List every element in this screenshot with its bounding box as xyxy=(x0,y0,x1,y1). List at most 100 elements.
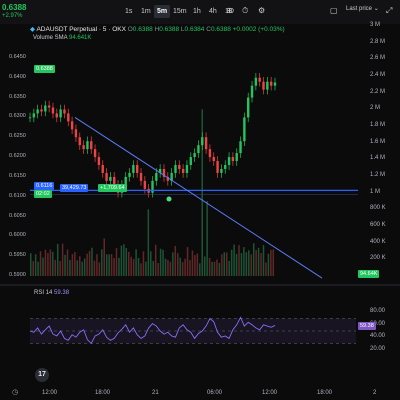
timeframe-1m[interactable]: 1m xyxy=(141,8,151,15)
candle-body xyxy=(109,176,112,181)
close-label: C xyxy=(206,26,211,33)
timeframe-1h[interactable]: 1h xyxy=(193,8,201,15)
volume-bar xyxy=(248,250,250,276)
candle-body xyxy=(193,153,196,158)
symbol-title[interactable]: ADAUSDT Perpetual · 5 · OKX xyxy=(36,26,126,33)
top-toolbar: 0.6388 +2.97% 1s 1m 5m 15m 1h 4h 1D ⊕ ⏱ ⚙ ▢ La… xyxy=(0,0,400,24)
ada-logo-icon: ◆ xyxy=(30,26,35,33)
candle-body xyxy=(67,113,70,122)
close-value: 0.6388 xyxy=(210,26,231,33)
volume-bar xyxy=(255,249,257,276)
price-tick-label: 0.6350 xyxy=(9,93,26,100)
candle-body xyxy=(166,176,170,181)
volume-bar xyxy=(223,252,226,276)
candle-body xyxy=(189,157,192,165)
candle-body xyxy=(170,172,173,181)
timeframe-15m[interactable]: 15m xyxy=(173,8,187,15)
candle-body xyxy=(51,107,55,114)
volume-last-tag: 94.64K xyxy=(358,270,380,278)
volume-bar xyxy=(226,252,228,276)
volume-tick-label: 800 K xyxy=(370,205,386,212)
time-tick-label: 06:00 xyxy=(207,390,223,396)
volume-bar xyxy=(79,256,81,276)
volume-bar xyxy=(221,254,223,276)
volume-bar xyxy=(152,260,154,276)
timeframe-1s[interactable]: 1s xyxy=(125,8,133,15)
last-price-dropdown[interactable]: Last price ⌄ xyxy=(346,5,379,12)
candle-body xyxy=(269,81,273,86)
candle-body xyxy=(97,157,101,165)
symbol-legend: ◆ ADAUSDT Perpetual · 5 · OKX O0.6388 H0… xyxy=(30,25,285,33)
volume-bar xyxy=(270,249,272,276)
price-tick-label: 0.5950 xyxy=(9,252,26,259)
price-tick-label: 0.6000 xyxy=(9,232,26,239)
volume-bar xyxy=(137,257,140,276)
candle-body xyxy=(201,137,204,146)
volume-bar xyxy=(132,259,135,276)
timeframe-5m[interactable]: 5m xyxy=(154,5,171,18)
candle-body xyxy=(158,168,162,173)
alert-clock-icon[interactable]: ⏱ xyxy=(242,6,249,15)
volume-bar xyxy=(262,245,265,276)
volume-bar xyxy=(140,263,142,276)
volume-bar xyxy=(96,254,98,276)
settings-icon[interactable]: ⚙ xyxy=(258,6,266,15)
candle-body xyxy=(185,165,189,173)
price-tick-label: 0.6300 xyxy=(9,113,26,120)
price-tick-label: 0.6400 xyxy=(9,73,26,80)
measure-point[interactable] xyxy=(166,196,172,202)
candle-body xyxy=(197,145,200,154)
line-time-tag: 02:02 xyxy=(34,190,52,198)
timeframe-4h[interactable]: 4h xyxy=(209,8,217,15)
fullscreen-icon[interactable]: ⤢ xyxy=(386,6,393,15)
volume-bar xyxy=(167,259,169,276)
price-tick-label: 0.5900 xyxy=(9,272,26,279)
volume-bar xyxy=(201,109,203,276)
candle-body xyxy=(105,172,108,181)
crosshair-icon[interactable]: ⊕ xyxy=(226,6,233,15)
candle-body xyxy=(155,172,158,181)
volume-bar xyxy=(86,253,88,276)
candle-body xyxy=(250,85,254,98)
volume-bar xyxy=(179,257,181,276)
volume-bar xyxy=(189,260,191,276)
time-tick-label: 12:00 xyxy=(262,390,278,396)
price-tick-label: 0.6450 xyxy=(9,53,26,60)
volume-bar xyxy=(30,253,32,276)
volume-bar xyxy=(169,261,172,276)
volume-bar xyxy=(69,259,71,276)
volume-bar xyxy=(105,254,108,276)
candle-body xyxy=(59,109,62,118)
volume-tick-label: 3 M xyxy=(370,22,381,28)
candle-body xyxy=(28,117,32,119)
rsi-line xyxy=(29,316,276,345)
volume-bar xyxy=(91,247,93,276)
volume-bar xyxy=(88,250,91,276)
volume-tick-label: 200 K xyxy=(370,255,386,262)
volume-tick-label: 2.2 M xyxy=(370,88,386,95)
volume-bar xyxy=(233,244,235,276)
volume-bar xyxy=(71,254,74,276)
volume-bar xyxy=(243,247,245,276)
volume-bar xyxy=(238,245,240,276)
price-tick-label: 0.6200 xyxy=(9,153,26,160)
time-tick-label: 12:00 xyxy=(42,390,58,396)
measure-change: +1,709.64 xyxy=(98,184,127,192)
camera-icon[interactable]: ▢ xyxy=(330,6,338,15)
timeframe-1D[interactable]: 1D xyxy=(225,8,234,15)
volume-bar xyxy=(47,253,49,276)
volume-bar xyxy=(120,245,123,276)
volume-bar xyxy=(74,252,76,276)
price-tick-label: 0.6050 xyxy=(9,212,26,219)
change-value: +0.0002 (+0.03%) xyxy=(232,26,285,33)
volume-bar xyxy=(118,257,120,276)
candle-body xyxy=(266,81,269,90)
volume-bar xyxy=(76,260,79,276)
trendline[interactable] xyxy=(74,116,323,279)
candle-body xyxy=(247,97,250,118)
volume-bar xyxy=(56,243,59,276)
volume-bar xyxy=(64,254,66,276)
header-price: 0.6388 xyxy=(2,3,27,12)
timezone-icon[interactable]: ◷ xyxy=(12,389,19,396)
